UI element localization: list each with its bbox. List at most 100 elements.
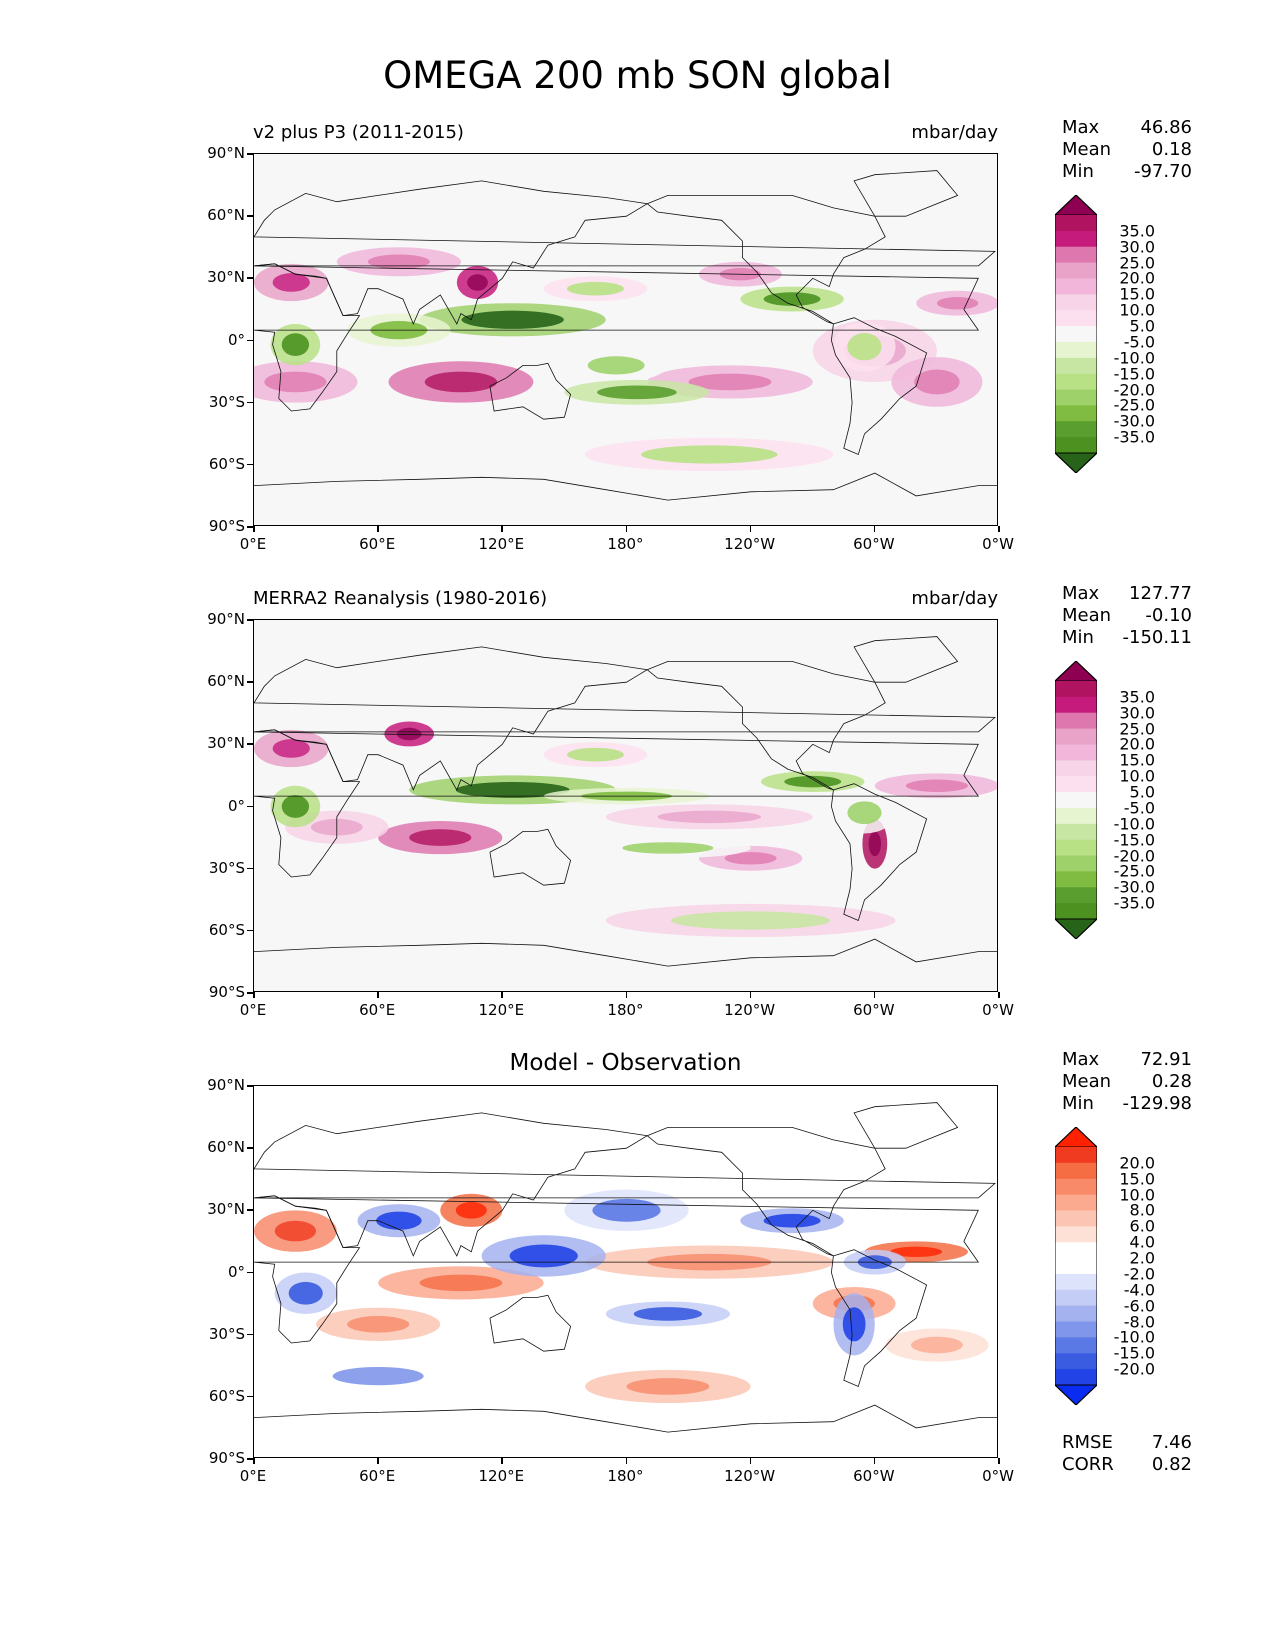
colorbar-tick-label: 30.0 (1119, 237, 1155, 257)
colorbar-segment (1055, 1337, 1097, 1354)
latitude-tick-label: 60°N (207, 206, 245, 225)
stat-mean: Mean -0.10 (1062, 605, 1192, 627)
negative-core (597, 385, 677, 400)
stat-label: Min (1062, 627, 1094, 648)
positive-core (688, 373, 772, 391)
stat-value: -150.11 (1122, 627, 1192, 648)
negative-core (847, 801, 882, 825)
colorbar-segment (1055, 855, 1097, 872)
positive-core (626, 1378, 710, 1395)
colorbar-segment (1055, 326, 1097, 343)
panel-title: MERRA2 Reanalysis (1980-2016) (253, 588, 548, 609)
latitude-tick-label: 90°S (208, 983, 245, 1001)
colorbar-segment (1055, 437, 1097, 454)
latitude-tick (247, 743, 253, 745)
panel-units: mbar/day (911, 122, 998, 143)
longitude-tick-label: 60°W (853, 535, 895, 553)
longitude-tick-label: 0°W (982, 1001, 1014, 1019)
stats-block: Max 127.77 Mean -0.10 Min -150.11 (1062, 583, 1192, 649)
colorbar-segment (1055, 696, 1097, 714)
colorbar-segment (1055, 389, 1097, 406)
longitude-tick-label: 60°E (359, 1467, 396, 1485)
colorbar-tick-label: 10.0 (1119, 766, 1155, 786)
colorbar-tick-label: -10.0 (1113, 1327, 1155, 1347)
stat-value: -0.10 (1145, 605, 1192, 626)
coastline (254, 263, 980, 412)
stat-value: 127.77 (1129, 583, 1192, 604)
colorbar-segment (1055, 1162, 1097, 1180)
stat-value: 7.46 (1151, 1432, 1192, 1453)
latitude-tick-label: 30°S (208, 1324, 245, 1343)
map-svg (254, 170, 997, 501)
coastline (254, 646, 996, 791)
negative-core (281, 333, 310, 357)
colorbar-tick-label: 25.0 (1119, 253, 1155, 273)
colorbar-tick-label: -5.0 (1123, 332, 1155, 352)
colorbar-tick-label: 4.0 (1129, 1232, 1155, 1252)
positive-core (724, 852, 777, 865)
latitude-tick-label: 30°S (208, 392, 245, 411)
colorbar-tick-label: 20.0 (1119, 734, 1155, 754)
stat-min: Min -97.70 (1062, 161, 1192, 183)
stat-label: Mean (1062, 1071, 1112, 1092)
longitude-tick-label: 180° (607, 1001, 644, 1019)
colorbar-segment (1055, 1226, 1097, 1243)
latitude-tick-label: 60°S (208, 1386, 245, 1405)
coastline (489, 828, 572, 886)
longitude-tick-label: 120°W (724, 1001, 776, 1019)
stat-label: RMSE (1062, 1432, 1113, 1453)
negative-core (567, 747, 624, 762)
colorbar-segment (1055, 887, 1097, 904)
colorbar-segment (1055, 373, 1097, 391)
longitude-tick (501, 526, 503, 532)
positive-core (264, 371, 327, 393)
stat-label: CORR (1062, 1454, 1114, 1475)
colorbar-tick-label: 6.0 (1129, 1216, 1155, 1236)
longitude-tick-label: 0°W (982, 535, 1014, 553)
latitude-tick-label: 60°N (207, 672, 245, 691)
latitude-tick-label: 60°S (208, 454, 245, 473)
panel-title: Model - Observation (509, 1050, 742, 1076)
colorbar-segment (1055, 1273, 1097, 1291)
colorbar-segment (1055, 310, 1097, 327)
panel-title: v2 plus P3 (2011-2015) (253, 122, 464, 143)
positive-core (347, 1316, 410, 1333)
colorbar-tick-label: -35.0 (1113, 427, 1155, 447)
negative-core (587, 356, 645, 375)
positive-core (868, 831, 882, 857)
latitude-tick-label: 30°N (207, 1200, 245, 1219)
colorbar-wrapper (1053, 194, 1099, 477)
stat-value: 0.28 (1151, 1071, 1192, 1092)
longitude-tick-label: 60°E (359, 535, 396, 553)
colorbar-segment (1055, 341, 1097, 359)
latitude-tick-label: 90°S (208, 1449, 245, 1467)
stat-value: 0.18 (1151, 139, 1192, 160)
colorbar-tick-label: -25.0 (1113, 395, 1155, 415)
colorbar-top-extend (1053, 660, 1099, 682)
colorbar-top-extend (1053, 194, 1099, 216)
colorbar-tick-label: -20.0 (1113, 846, 1155, 866)
stat-label: Mean (1062, 139, 1112, 160)
colorbar-bottom-extend (1053, 1384, 1099, 1406)
negative-core (784, 775, 842, 788)
colorbar-segment (1055, 215, 1097, 232)
longitude-tick-label: 120°E (478, 535, 525, 553)
colorbar-segment (1055, 246, 1097, 264)
colorbar-tick-label: 25.0 (1119, 719, 1155, 739)
longitude-tick (873, 1458, 876, 1464)
coastline (853, 170, 959, 217)
latitude-tick (247, 681, 253, 683)
figure-title: OMEGA 200 mb SON global (383, 54, 892, 97)
longitude-tick (377, 526, 379, 532)
colorbar-segment (1055, 1178, 1097, 1196)
positive-core (914, 369, 960, 395)
colorbar-segment (1055, 1305, 1097, 1323)
colorbar-tick-label: -20.0 (1113, 380, 1155, 400)
negative-core (567, 281, 624, 296)
latitude-tick (247, 339, 253, 341)
longitude-tick (998, 992, 1000, 998)
longitude-tick (873, 992, 876, 998)
negative-core (847, 333, 882, 361)
stat-rmse: RMSE 7.46 (1062, 1432, 1192, 1454)
longitude-tick-label: 60°W (853, 1467, 895, 1485)
